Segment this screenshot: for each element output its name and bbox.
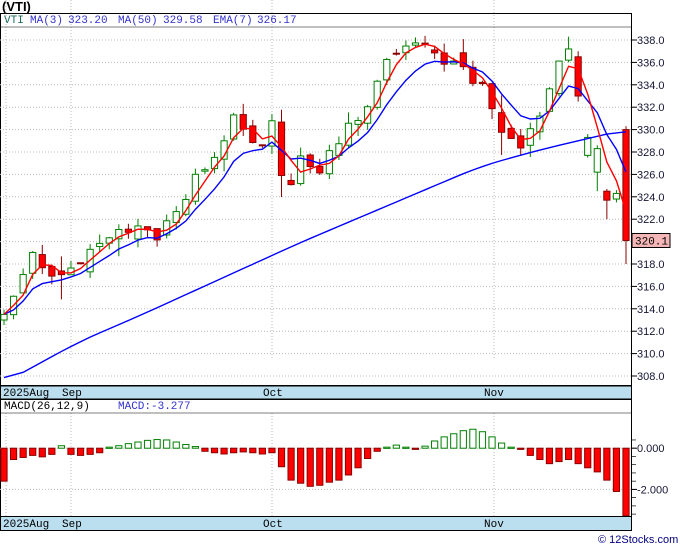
svg-text:318.0: 318.0 (637, 259, 665, 271)
svg-text:MA(50): MA(50) (118, 15, 158, 27)
svg-text:308.0: 308.0 (637, 371, 665, 383)
svg-text:328.0: 328.0 (637, 147, 665, 159)
svg-text:MA(3): MA(3) (30, 15, 63, 27)
svg-text:310.0: 310.0 (637, 349, 665, 361)
svg-text:Nov: Nov (484, 388, 504, 400)
svg-text:332.0: 332.0 (637, 102, 665, 114)
svg-text:Oct: Oct (263, 388, 283, 400)
svg-text:336.0: 336.0 (637, 57, 665, 69)
svg-text:338.0: 338.0 (637, 35, 665, 47)
svg-text:334.0: 334.0 (637, 80, 665, 92)
svg-text:316.0: 316.0 (637, 281, 665, 293)
svg-text:323.20: 323.20 (68, 15, 108, 27)
svg-text:EMA(7): EMA(7) (213, 15, 253, 27)
svg-text:VTI: VTI (4, 15, 24, 27)
svg-text:Sep: Sep (62, 388, 82, 400)
svg-text:0.000: 0.000 (637, 443, 665, 455)
svg-text:Sep: Sep (62, 519, 82, 531)
svg-text:-2.000: -2.000 (637, 484, 668, 496)
svg-text:© 12Stocks.com: © 12Stocks.com (598, 534, 678, 546)
svg-text:2025Aug: 2025Aug (3, 388, 49, 400)
svg-text:2025Aug: 2025Aug (3, 519, 49, 531)
svg-text:Oct: Oct (263, 519, 283, 531)
svg-text:Nov: Nov (484, 519, 504, 531)
svg-text:324.0: 324.0 (637, 192, 665, 204)
svg-text:314.0: 314.0 (637, 304, 665, 316)
svg-text:326.17: 326.17 (257, 15, 297, 27)
svg-text:326.0: 326.0 (637, 169, 665, 181)
svg-text:329.58: 329.58 (163, 15, 203, 27)
svg-text:320.1: 320.1 (635, 236, 668, 248)
svg-text:312.0: 312.0 (637, 326, 665, 338)
svg-text:MACD(26,12,9): MACD(26,12,9) (4, 401, 90, 413)
svg-text:330.0: 330.0 (637, 125, 665, 137)
svg-text:322.0: 322.0 (637, 214, 665, 226)
svg-text:MACD:-3.277: MACD:-3.277 (118, 401, 191, 413)
